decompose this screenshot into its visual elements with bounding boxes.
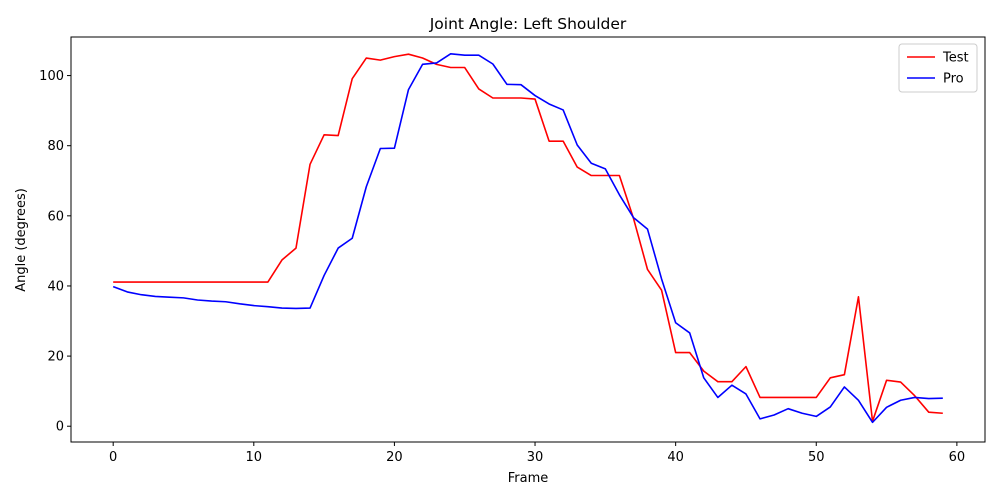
y-axis-label: Angle (degrees) bbox=[14, 188, 29, 292]
legend-label-pro: Pro bbox=[943, 72, 964, 87]
y-tick-label: 40 bbox=[47, 279, 64, 294]
legend-box bbox=[898, 43, 978, 93]
x-tick-label: 60 bbox=[949, 450, 966, 465]
x-tick-label: 40 bbox=[667, 450, 684, 465]
x-axis-ticks: 0 10 20 30 40 50 60 bbox=[109, 442, 965, 465]
y-tick-label: 20 bbox=[47, 350, 64, 365]
y-tick-label: 100 bbox=[39, 69, 64, 84]
y-tick-label: 0 bbox=[56, 420, 64, 435]
series-line-test bbox=[113, 53, 943, 423]
x-tick-label: 50 bbox=[808, 450, 825, 465]
x-tick-label: 10 bbox=[246, 450, 263, 465]
y-tick-label: 60 bbox=[47, 209, 64, 224]
y-tick-label: 80 bbox=[47, 139, 64, 154]
axes bbox=[70, 36, 986, 443]
x-tick-label: 30 bbox=[527, 450, 544, 465]
x-tick-label: 20 bbox=[386, 450, 403, 465]
legend: Test Pro bbox=[898, 43, 978, 93]
x-axis-label: Frame bbox=[508, 471, 549, 486]
axes-frame bbox=[70, 36, 986, 443]
series-line-pro bbox=[112, 53, 943, 424]
legend-label-test: Test bbox=[942, 51, 969, 66]
x-tick-label: 0 bbox=[109, 450, 117, 465]
y-axis-ticks: 0 20 40 60 80 100 bbox=[39, 69, 71, 435]
series-lines bbox=[112, 53, 943, 424]
chart-title: Joint Angle: Left Shoulder bbox=[429, 15, 627, 33]
